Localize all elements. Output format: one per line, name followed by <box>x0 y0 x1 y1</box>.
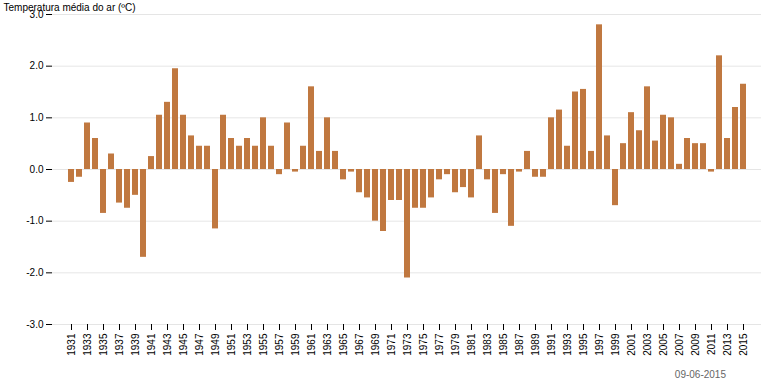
svg-text:-1.0: -1.0 <box>26 215 44 226</box>
svg-text:2005: 2005 <box>658 333 669 356</box>
svg-text:2009: 2009 <box>690 333 701 356</box>
svg-text:1961: 1961 <box>306 333 317 356</box>
svg-text:-2.0: -2.0 <box>26 267 44 278</box>
svg-text:2015: 2015 <box>738 333 749 356</box>
svg-text:2.0: 2.0 <box>30 60 44 71</box>
svg-text:1989: 1989 <box>530 333 541 356</box>
svg-text:1991: 1991 <box>546 333 557 356</box>
svg-text:1979: 1979 <box>450 333 461 356</box>
svg-text:1.0: 1.0 <box>30 112 44 123</box>
svg-text:2001: 2001 <box>626 333 637 356</box>
svg-text:1971: 1971 <box>386 333 397 356</box>
svg-text:1981: 1981 <box>466 333 477 356</box>
svg-text:2011: 2011 <box>706 333 717 355</box>
svg-text:1985: 1985 <box>498 333 509 356</box>
svg-text:1963: 1963 <box>322 333 333 356</box>
svg-text:1939: 1939 <box>130 333 141 356</box>
svg-text:1973: 1973 <box>402 333 413 356</box>
svg-text:1987: 1987 <box>514 333 525 356</box>
svg-text:1969: 1969 <box>370 333 381 356</box>
svg-text:1965: 1965 <box>338 333 349 356</box>
svg-text:1983: 1983 <box>482 333 493 356</box>
svg-text:1995: 1995 <box>578 333 589 356</box>
svg-text:1937: 1937 <box>114 333 125 356</box>
svg-text:1935: 1935 <box>98 333 109 356</box>
svg-text:1943: 1943 <box>162 333 173 356</box>
svg-text:1999: 1999 <box>610 333 621 356</box>
svg-text:1945: 1945 <box>178 333 189 356</box>
svg-text:1951: 1951 <box>226 333 237 356</box>
svg-text:1947: 1947 <box>194 333 205 356</box>
svg-text:1941: 1941 <box>146 333 157 356</box>
svg-text:2007: 2007 <box>674 333 685 356</box>
svg-text:1959: 1959 <box>290 333 301 356</box>
svg-text:1931: 1931 <box>66 333 77 356</box>
svg-text:1977: 1977 <box>434 333 445 356</box>
svg-text:1955: 1955 <box>258 333 269 356</box>
svg-text:2013: 2013 <box>722 333 733 356</box>
svg-text:0.0: 0.0 <box>30 164 44 175</box>
svg-text:1953: 1953 <box>242 333 253 356</box>
svg-text:1967: 1967 <box>354 333 365 356</box>
svg-text:1949: 1949 <box>210 333 221 356</box>
svg-text:Temperatura média do ar (ºC): Temperatura média do ar (ºC) <box>4 2 136 13</box>
svg-text:1993: 1993 <box>562 333 573 356</box>
svg-text:2003: 2003 <box>642 333 653 356</box>
svg-text:-3.0: -3.0 <box>26 319 44 330</box>
svg-text:1975: 1975 <box>418 333 429 356</box>
svg-text:3.0: 3.0 <box>29 8 44 20</box>
svg-text:1957: 1957 <box>274 333 285 356</box>
html-text:09-06-2015: 09-06-2015 <box>674 369 726 380</box>
svg-text:1997: 1997 <box>594 333 605 356</box>
svg-text:1933: 1933 <box>82 333 93 356</box>
